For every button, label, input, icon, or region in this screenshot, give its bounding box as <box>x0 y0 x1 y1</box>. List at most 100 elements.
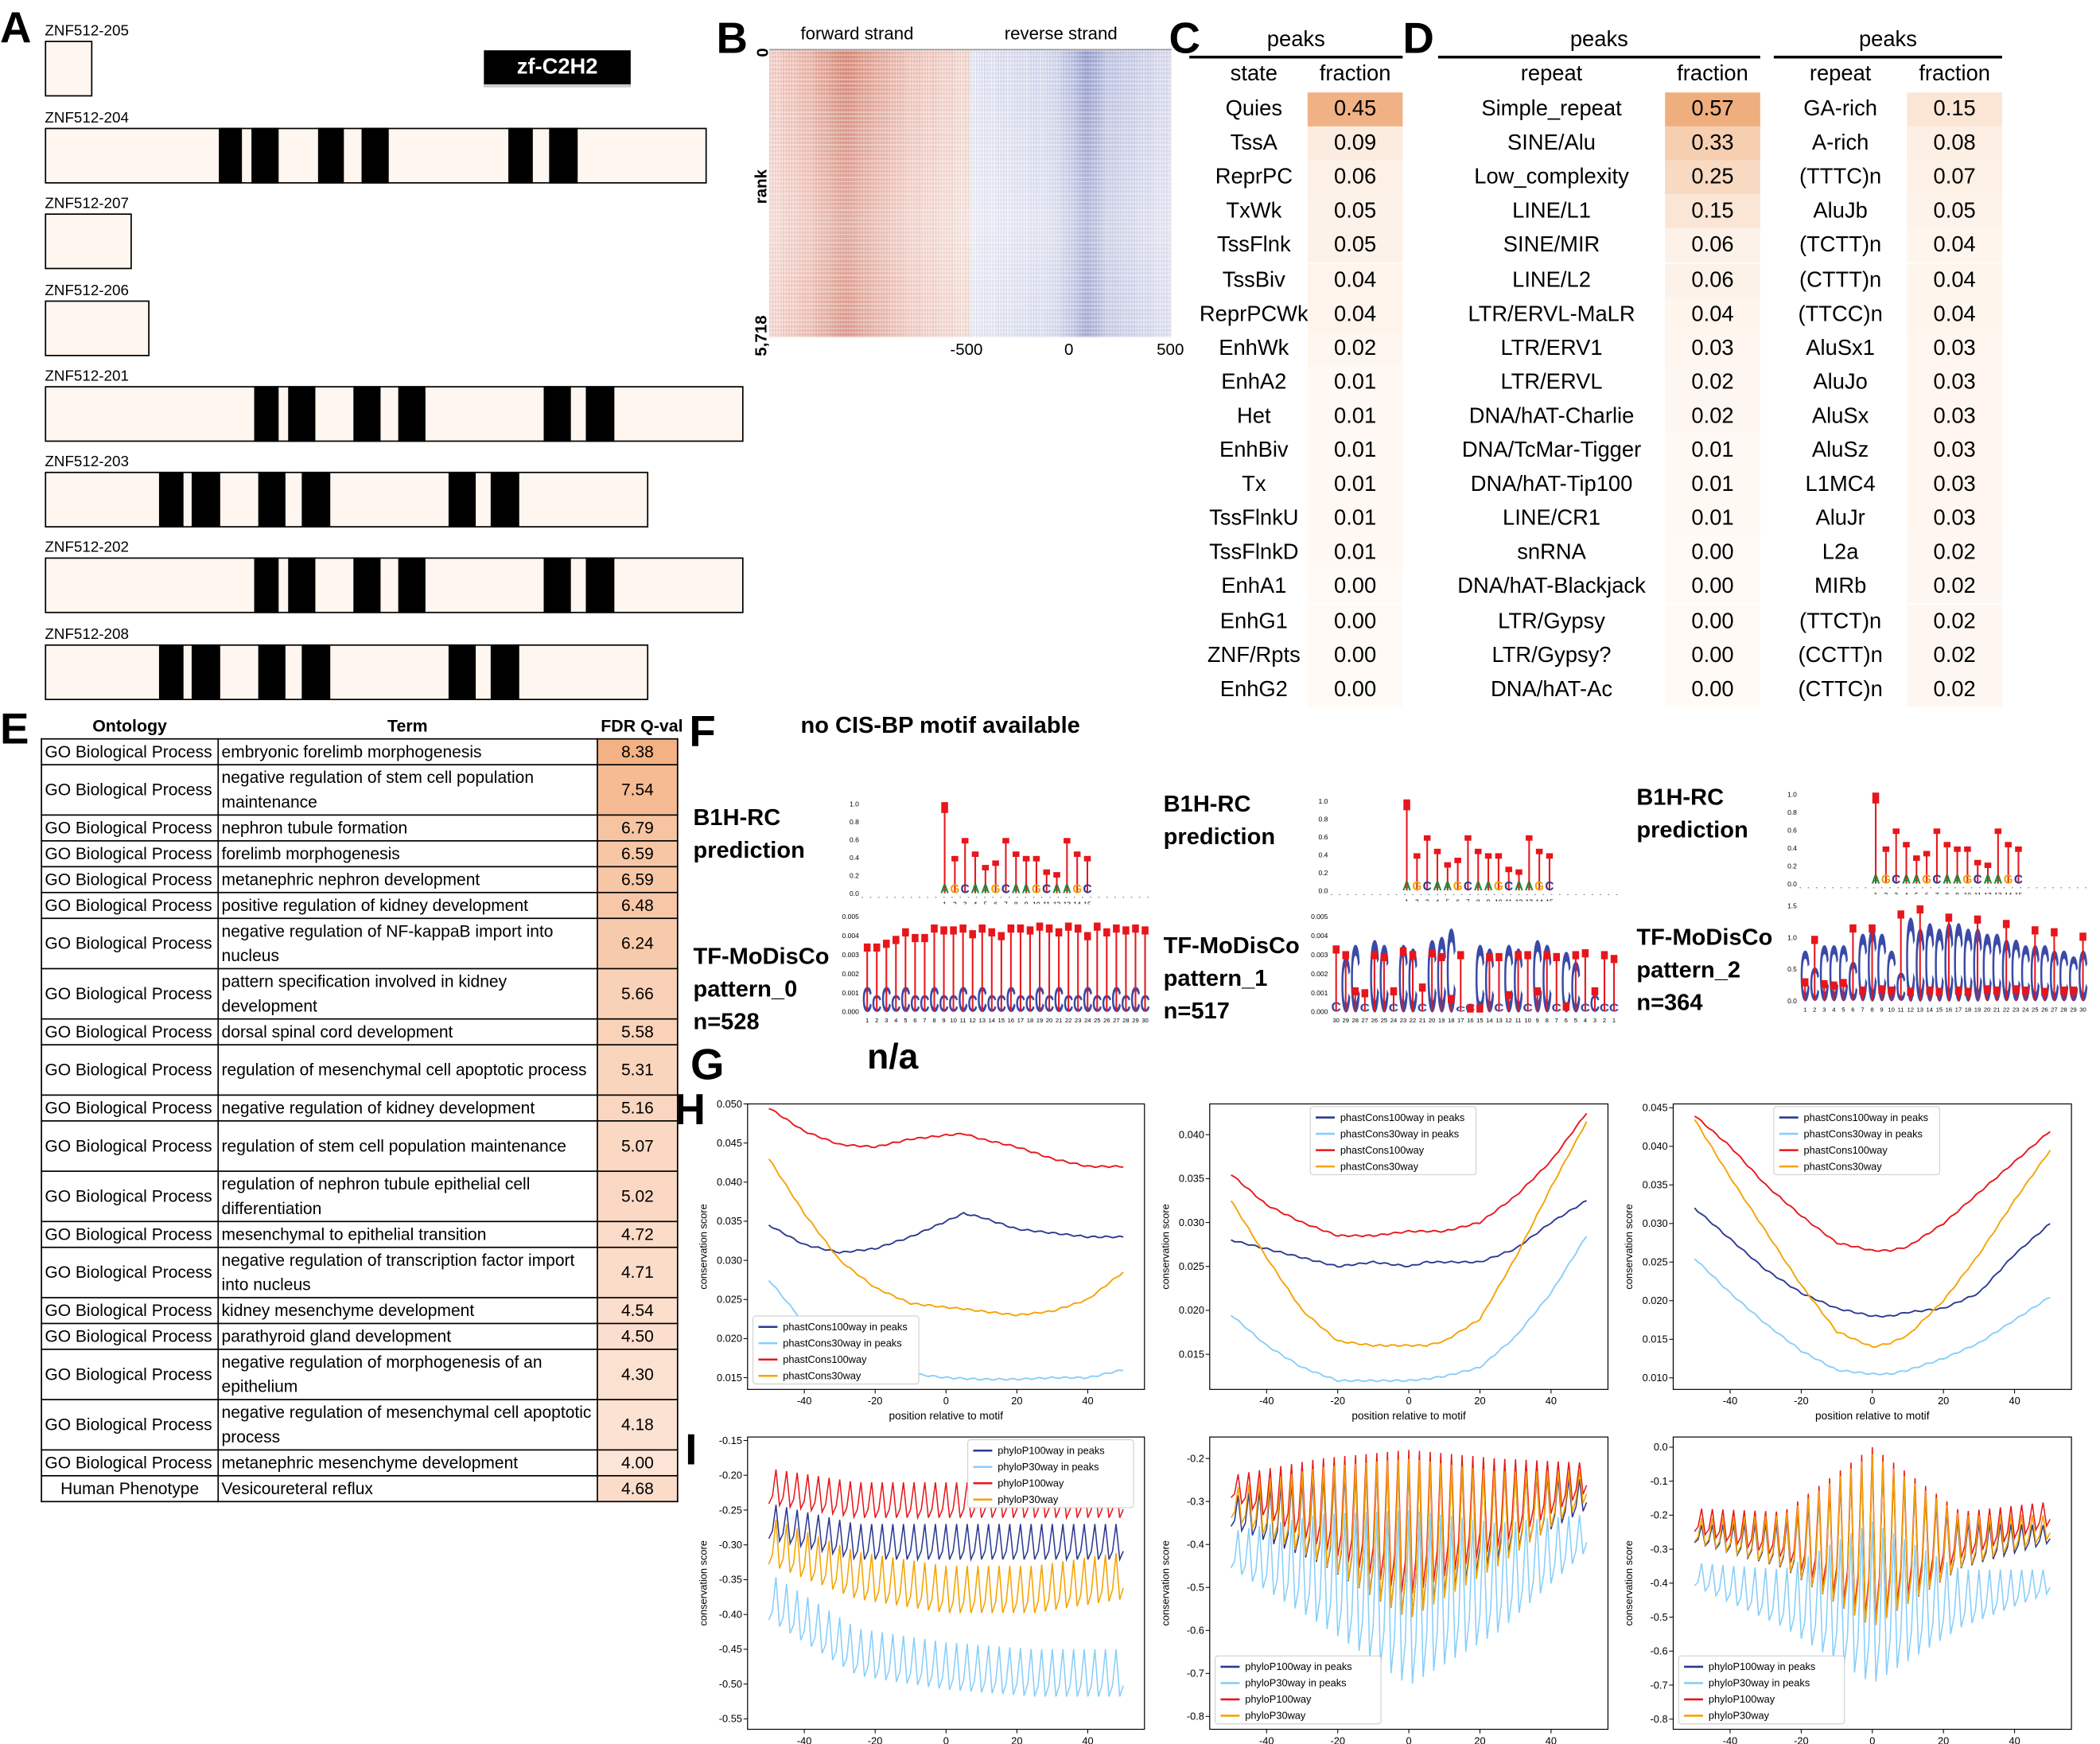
logo-ytick: 0.003 <box>1311 951 1328 959</box>
logo-position: 20 <box>1984 1006 1991 1013</box>
logo-ytick: 0.2 <box>1787 862 1797 870</box>
table-cell-fraction: 0.00 <box>1307 570 1403 605</box>
xtick-label: 0 <box>943 1734 949 1744</box>
logo-letter: G <box>950 883 959 897</box>
logo-position: 2 <box>953 901 957 905</box>
ytick-label: 0.015 <box>717 1372 742 1384</box>
fdr-cell: 5.66 <box>597 967 679 1020</box>
logo-cap <box>1464 835 1472 841</box>
legend-entry: phyloP30way <box>1245 1710 1306 1722</box>
logo-cap <box>1581 949 1589 958</box>
logo-cap <box>1526 835 1533 841</box>
logo-cap <box>1399 947 1407 956</box>
logo-position: 27 <box>1362 1017 1369 1024</box>
logo-letter: G <box>1453 880 1463 893</box>
logo-position: 10 <box>1495 897 1503 901</box>
table-cell-label: (CTTT)n <box>1799 268 1882 292</box>
logo-letter: G <box>1412 880 1421 893</box>
logo-letter: C <box>1838 929 1848 1015</box>
logo-cap <box>1907 987 1914 996</box>
fdr-cell: 6.79 <box>597 814 679 842</box>
table-cell-label: (CTTC)n <box>1798 678 1883 702</box>
logo-cap <box>1414 853 1421 859</box>
ytick-label: -0.6 <box>1651 1645 1668 1657</box>
logo-ytick: 0.6 <box>850 835 859 843</box>
xtick-label: -40 <box>797 1734 811 1744</box>
table-cell-fraction: 0.00 <box>1307 604 1403 639</box>
logo-cap <box>1903 842 1910 848</box>
logo-position: 5 <box>904 1017 907 1024</box>
transcript-label: ZNF512-202 <box>45 539 129 556</box>
transcript-label: ZNF512-205 <box>45 23 129 40</box>
logo-position: 5 <box>983 901 987 905</box>
logo-ytick: 0.2 <box>850 872 859 880</box>
table-cell-label: LINE/L1 <box>1512 200 1591 224</box>
logo-cap <box>1572 951 1580 960</box>
logo-cap <box>1474 848 1482 854</box>
xtick-label: -20 <box>1794 1395 1809 1407</box>
logo-cap <box>1543 951 1550 960</box>
ytick-label: -0.20 <box>719 1470 742 1481</box>
logo-cap <box>1872 792 1880 804</box>
ontology-cell: GO Biological Process <box>41 1297 220 1325</box>
series-line-phastcons100way <box>1231 1112 1588 1238</box>
panel-label-f: F <box>689 707 716 757</box>
logo-position: 21 <box>1419 1017 1426 1024</box>
group-underline <box>1437 56 1760 58</box>
series-line-phylop100way <box>1694 1446 2051 1618</box>
chart-H3: -40 -20 0 20 40 0.010 0.015 0.020 0.025 0.030 0.03… <box>1623 1102 2072 1422</box>
logo-position: 10 <box>1524 1017 1531 1024</box>
logo-cap <box>1467 1004 1474 1013</box>
legend-entry: phyloP30way in peaks <box>1709 1677 1810 1689</box>
series-line-phastcons100way-in-peaks <box>768 1212 1124 1254</box>
ontology-cell: GO Biological Process <box>41 738 220 766</box>
xtick-label: -40 <box>1259 1395 1274 1407</box>
table-cell-label: AluSx <box>1811 405 1869 429</box>
logo-position: 29 <box>2070 1006 2077 1013</box>
logo-cap <box>2070 986 2077 995</box>
term-cell: regulation of mesenchymal cell apoptotic… <box>217 1044 598 1096</box>
table-cell-label: (TCTT)n <box>1799 234 1882 258</box>
logo-cap <box>1444 862 1452 868</box>
logo-letter: C <box>1800 936 1810 1015</box>
logo-cap <box>1418 983 1426 992</box>
zf-c2h2-domain <box>258 644 286 701</box>
zf-c2h2-domain <box>508 127 533 184</box>
zf-c2h2-domain <box>361 127 389 184</box>
table-row: GO Biological Process metanephric nephron… <box>41 866 679 893</box>
series-line-phastcons100way <box>768 1108 1124 1169</box>
logo-cap <box>1954 846 1961 852</box>
logo-letter: C <box>1532 920 1542 1026</box>
logo-letter: G <box>991 883 1001 897</box>
b1h-label-line1: B1H-RC <box>693 804 781 831</box>
logo-position: 13 <box>1495 1017 1503 1024</box>
logo-position: 7 <box>923 1017 926 1024</box>
table-cell-fraction: 0.09 <box>1307 127 1403 161</box>
panel-label-i: I <box>685 1424 698 1474</box>
logo-position: 3 <box>963 901 967 905</box>
fdr-cell: 5.58 <box>597 1018 679 1046</box>
term-cell: regulation of nephron tubule epithelial … <box>217 1170 598 1223</box>
logo-position: 8 <box>1870 1006 1873 1013</box>
logo-position: 9 <box>1880 1006 1883 1013</box>
logo-letter: A <box>1484 880 1493 893</box>
table-row: GO Biological Process regulation of mesen… <box>41 1044 679 1096</box>
transcript-box <box>45 471 649 527</box>
ontology-cell: GO Biological Process <box>41 814 220 842</box>
xtick-label: 20 <box>1011 1734 1022 1744</box>
table-cell-fraction: 0.01 <box>1307 399 1403 434</box>
chart-H2: -40 -20 0 20 40 0.015 0.020 0.025 0.030 0.035 0.04… <box>1160 1103 1609 1422</box>
legend-entry: phastCons100way <box>1803 1144 1888 1156</box>
logo-position: 6 <box>913 1017 916 1024</box>
logo-cap <box>1423 835 1431 841</box>
col-header-fraction: fraction <box>1677 62 1748 86</box>
table-row: GO Biological Process mesenchymal to epit… <box>41 1220 679 1248</box>
logo-position: 3 <box>1593 1017 1596 1024</box>
logo-letter: A <box>1872 874 1880 887</box>
ytick-label: 0.015 <box>1643 1333 1668 1345</box>
table-cell-fraction: 0.04 <box>1907 228 2002 263</box>
logo-letter: C <box>1504 880 1513 893</box>
logo-letter: G <box>1922 874 1931 887</box>
fdr-cell: 4.68 <box>597 1474 679 1503</box>
